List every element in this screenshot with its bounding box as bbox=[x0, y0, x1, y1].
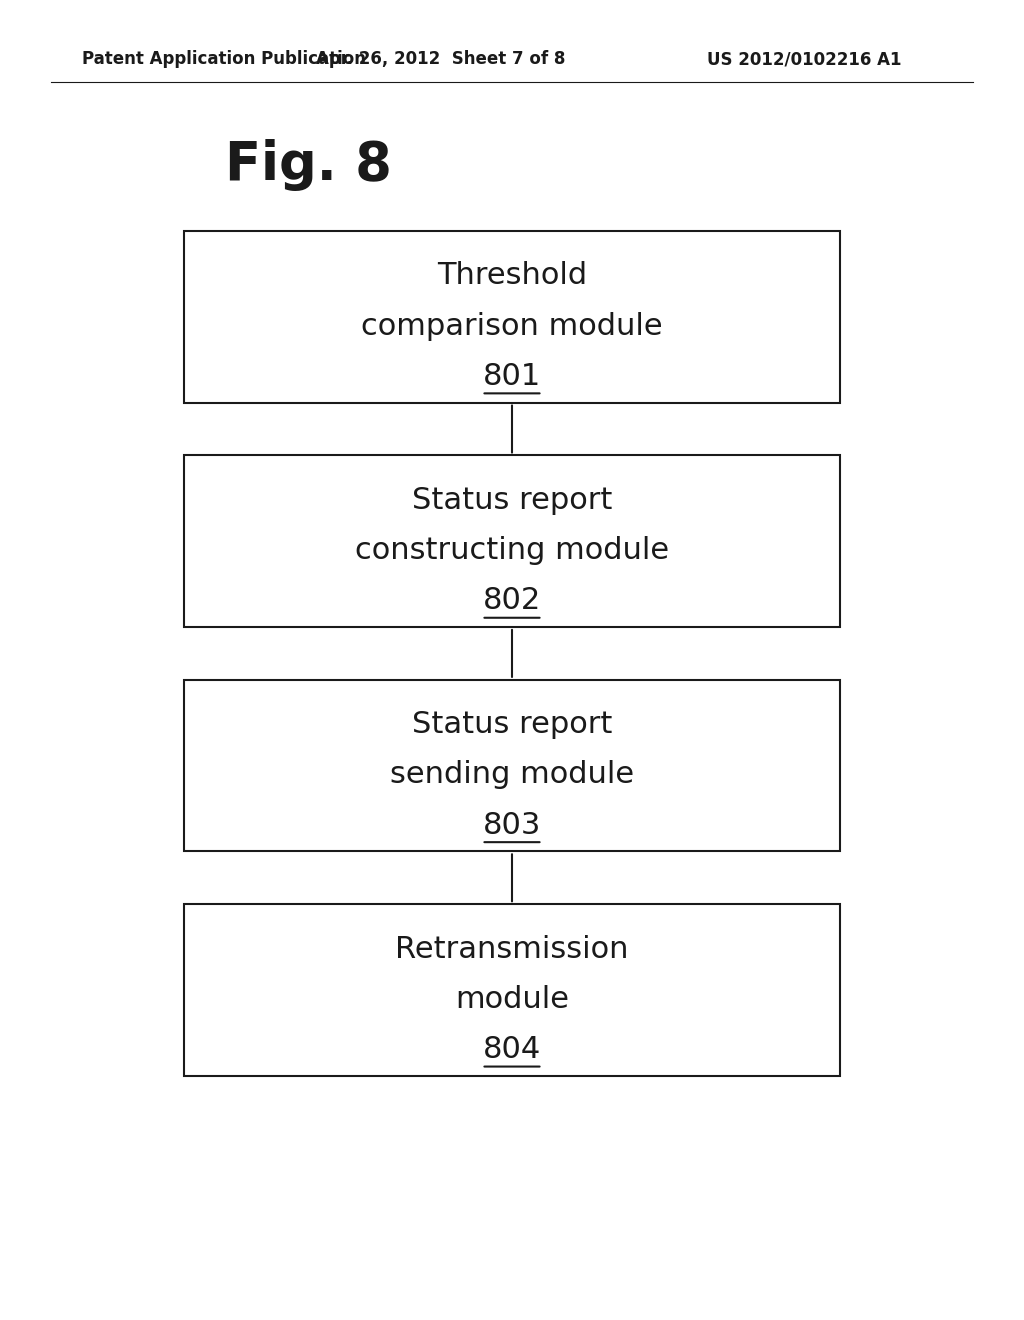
FancyBboxPatch shape bbox=[184, 904, 840, 1076]
Text: comparison module: comparison module bbox=[361, 312, 663, 341]
Text: Threshold: Threshold bbox=[437, 261, 587, 290]
Text: constructing module: constructing module bbox=[355, 536, 669, 565]
Text: US 2012/0102216 A1: US 2012/0102216 A1 bbox=[707, 50, 901, 69]
Text: 801: 801 bbox=[483, 362, 541, 391]
Text: Fig. 8: Fig. 8 bbox=[225, 139, 392, 191]
Text: 803: 803 bbox=[482, 810, 542, 840]
Text: Retransmission: Retransmission bbox=[395, 935, 629, 964]
Text: Patent Application Publication: Patent Application Publication bbox=[82, 50, 366, 69]
Text: sending module: sending module bbox=[390, 760, 634, 789]
Text: 802: 802 bbox=[483, 586, 541, 615]
Text: module: module bbox=[455, 985, 569, 1014]
Text: Apr. 26, 2012  Sheet 7 of 8: Apr. 26, 2012 Sheet 7 of 8 bbox=[315, 50, 565, 69]
Text: Status report: Status report bbox=[412, 710, 612, 739]
Text: 804: 804 bbox=[483, 1035, 541, 1064]
FancyBboxPatch shape bbox=[184, 455, 840, 627]
FancyBboxPatch shape bbox=[184, 231, 840, 403]
FancyBboxPatch shape bbox=[184, 680, 840, 851]
Text: Status report: Status report bbox=[412, 486, 612, 515]
